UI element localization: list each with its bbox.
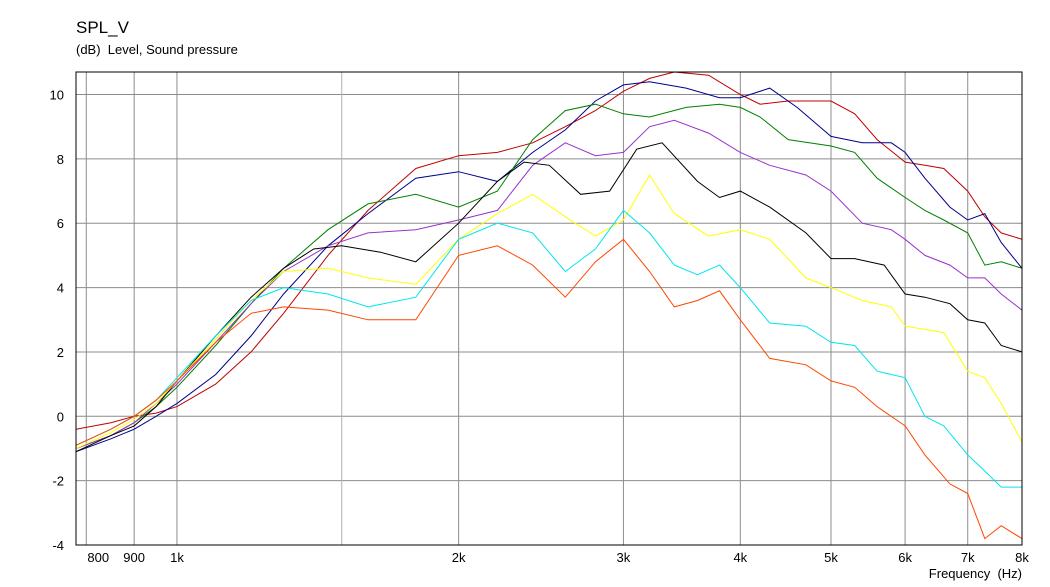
x-tick-label: 1k [170,550,184,565]
x-tick-label: 2k [452,550,466,565]
y-tick-label: 2 [57,345,64,360]
x-tick-label: 6k [898,550,912,565]
series-line-1 [76,72,1022,430]
y-tick-label: 6 [57,216,64,231]
x-tick-label: 900 [123,550,145,565]
series-line-6 [76,174,1022,449]
y-tick-label: -2 [52,474,64,489]
x-tick-label: 800 [87,550,109,565]
series-line-2 [76,81,1022,453]
x-axis-label: Frequency (Hz) [928,566,1022,581]
x-tick-label: 5k [824,550,838,565]
x-tick-label: 7k [961,550,975,565]
series-line-7 [76,209,1022,488]
x-tick-label: 4k [733,550,747,565]
chart-title: SPL_V [76,18,129,37]
y-tick-label: 8 [57,152,64,167]
y-tick-label: -4 [52,538,64,553]
x-tick-label: 8k [1015,550,1029,565]
x-tick-label: 3k [617,550,631,565]
series-line-4 [76,119,1022,449]
y-tick-label: 10 [50,88,64,103]
series-line-3 [76,103,1022,449]
y-tick-label: 0 [57,409,64,424]
plot-frame [75,71,1023,546]
chart-subtitle: (dB) Level, Sound pressure [76,42,238,57]
series-line-5 [76,142,1022,453]
y-tick-label: 4 [57,281,64,296]
series-line-8 [76,238,1022,540]
